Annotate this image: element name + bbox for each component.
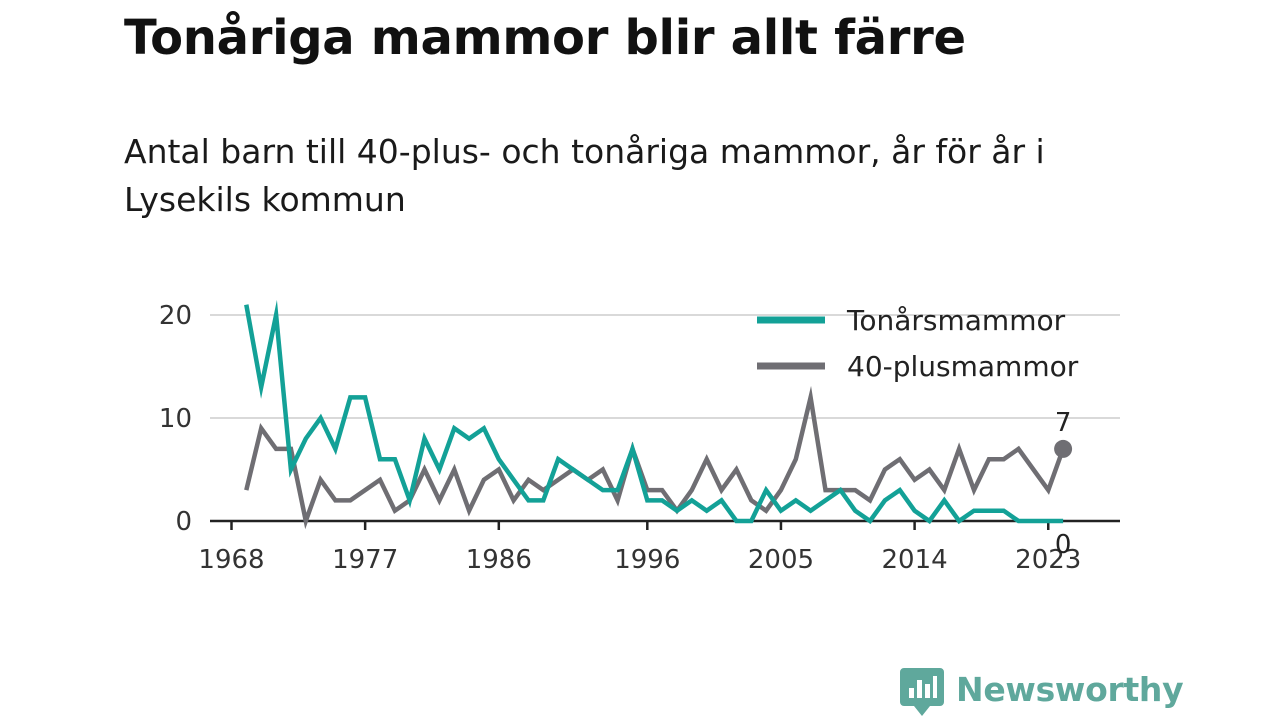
legend-label-40-plusmammor: 40-plusmammor (847, 350, 1079, 383)
x-axis: 1968 1977 1986 1996 2005 2014 2023 (198, 519, 1120, 575)
line-tonårsmammor (244, 299, 1064, 525)
chart-title: Tonåriga mammor blir allt färre (124, 10, 966, 66)
x-tick-label-1968: 1968 (198, 545, 264, 575)
legend: Tonårsmammor 40-plusmammor (757, 304, 1079, 383)
x-tick-label-2014: 2014 (882, 545, 948, 575)
x-tick-label-2005: 2005 (748, 545, 814, 575)
y-tick-label-10: 10 (159, 404, 192, 434)
newsworthy-logo: Newsworthy (900, 668, 1184, 720)
end-label-40-plusmammor: 7 (1055, 408, 1072, 438)
end-labels: 70 (1055, 408, 1072, 560)
chart-subtitle: Antal barn till 40-plus- och tonåriga ma… (124, 132, 1045, 219)
x-tick-label-1986: 1986 (466, 545, 532, 575)
x-tick-label-2023: 2023 (1015, 545, 1081, 575)
gridlines (210, 314, 1120, 419)
y-tick-label-0: 0 (175, 507, 192, 537)
y-tick-label-20: 20 (159, 301, 192, 331)
line-40-plusmammor (244, 385, 1066, 530)
x-tick-label-1977: 1977 (332, 545, 398, 575)
brand-name: Newsworthy (956, 670, 1184, 709)
y-axis: 0 10 20 (159, 301, 192, 537)
end-label-tonarsmammor: 0 (1055, 530, 1072, 560)
bar-chart-logo-icon (900, 668, 944, 716)
legend-label-tonårsmammor: Tonårsmammor (846, 304, 1066, 337)
end-point-40-plusmammor (1054, 439, 1073, 458)
x-tick-label-1996: 1996 (614, 545, 680, 575)
series-lines (244, 299, 1073, 530)
